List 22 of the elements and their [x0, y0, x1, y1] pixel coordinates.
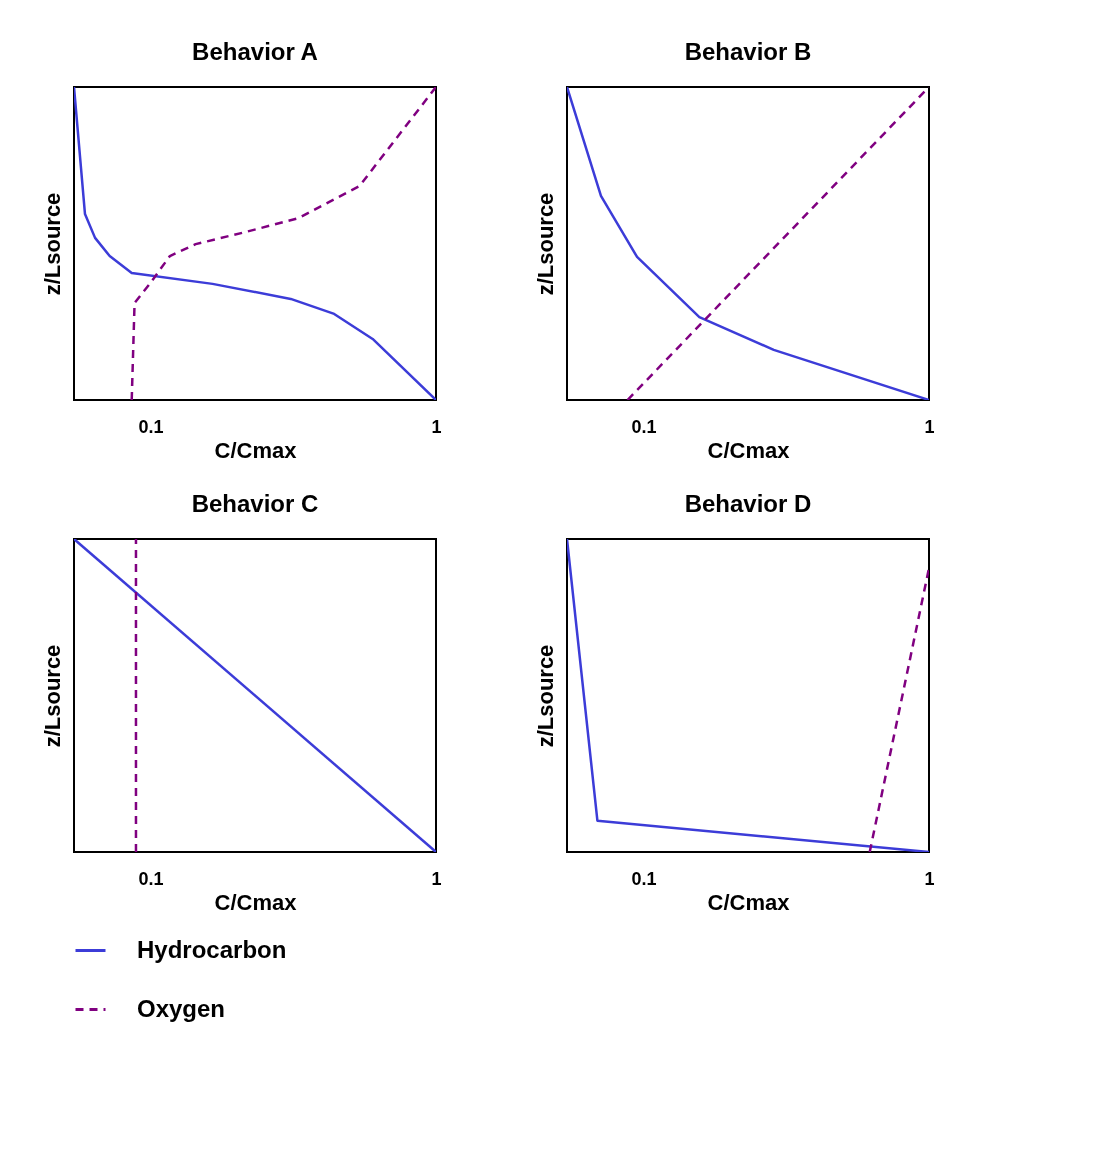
x-axis-title: C/Cmax — [707, 437, 791, 463]
x-tick-label: 0.1 — [138, 868, 164, 889]
chart-title: Behavior B — [684, 38, 812, 65]
x-tick-label: 1 — [431, 416, 442, 437]
x-axis-title: C/Cmax — [214, 889, 298, 915]
x-tick-label: 1 — [924, 416, 935, 437]
x-tick-label: 1 — [924, 868, 935, 889]
chart-title: Behavior A — [192, 38, 318, 65]
x-axis-title: C/Cmax — [214, 437, 298, 463]
y-axis-title: z/Lsource — [532, 192, 558, 296]
legend-label: Oxygen — [137, 994, 226, 1022]
x-tick-label: 0.1 — [138, 416, 164, 437]
x-tick-label: 0.1 — [631, 416, 657, 437]
chart-title: Behavior D — [684, 490, 812, 517]
x-tick-label: 1 — [431, 868, 442, 889]
y-axis-title: z/Lsource — [532, 644, 558, 748]
x-tick-label: 0.1 — [631, 868, 657, 889]
y-axis-title: z/Lsource — [39, 644, 65, 748]
legend-label: Hydrocarbon — [137, 935, 287, 963]
x-axis-title: C/Cmax — [707, 889, 791, 915]
chart-title: Behavior C — [191, 490, 319, 517]
y-axis-title: z/Lsource — [39, 192, 65, 296]
